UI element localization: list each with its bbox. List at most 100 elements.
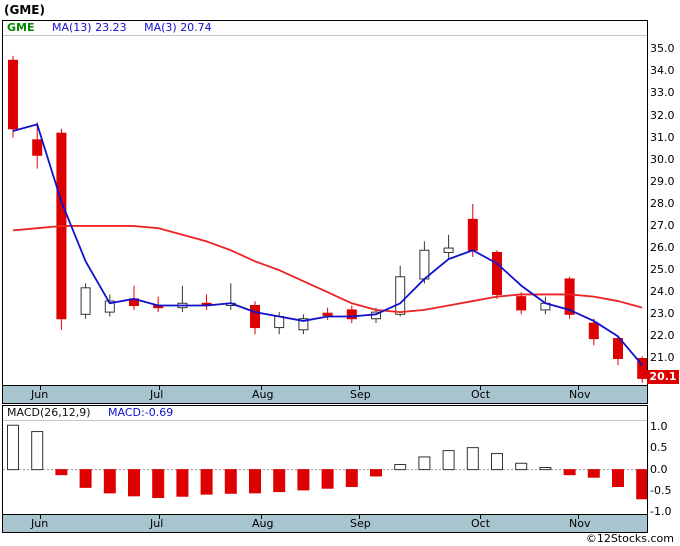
y-axis-tick: 24.0 [650,285,675,299]
month-label: Aug [252,388,274,401]
copyright: ©12Stocks.com [585,532,674,545]
macd-bar [200,469,213,495]
month-tick [480,515,481,519]
macd-bar [636,469,647,500]
candle [274,316,285,329]
macd-bar [176,469,189,497]
month-tick [578,515,579,519]
ma3-legend: MA(3) 20.74 [144,21,212,34]
macd-bar [273,469,286,493]
month-tick [359,386,360,390]
month-label: Jun [31,388,49,401]
y-axis-tick: -1.0 [650,504,672,518]
month-tick [261,386,262,390]
main-legend: GME MA(13) 23.23 MA(3) 20.74 [3,21,647,36]
macd-bar [370,469,382,477]
month-label: Aug [252,517,274,530]
month-tick [578,386,579,390]
month-label: Sep [350,517,371,530]
month-tick [261,515,262,519]
y-axis-tick: 34.0 [650,64,675,78]
macd-bar [224,469,237,494]
y-axis-tick: 31.0 [650,130,675,144]
month-tick [359,515,360,519]
candle [637,357,647,379]
macd-bar [466,447,479,471]
macd-bar [418,456,431,471]
candle [32,139,43,156]
macd-bar [7,424,19,471]
y-axis-tick: 30.0 [650,152,675,166]
macd-value-label: MACD:-0.69 [108,406,174,419]
ma3-line [12,123,643,366]
macd-bar [612,469,624,488]
macd-bar [345,469,358,488]
symbol-label: GME [7,21,35,34]
y-axis-tick: 0.0 [650,462,668,476]
month-axis-main: Jun Jul Aug Sep Oct Nov [3,385,647,403]
y-axis-tick: 28.0 [650,196,675,210]
macd-bar [442,450,455,471]
candle [250,304,260,329]
month-tick [159,515,160,519]
macd-bar [55,469,68,476]
macd-bar [321,469,334,489]
y-axis-tick: 22.0 [650,329,675,343]
candle [298,318,309,331]
month-tick [159,386,160,390]
y-axis-tick: 33.0 [650,86,675,100]
month-label: Oct [471,388,491,401]
month-label: Nov [569,388,591,401]
candle [419,249,430,280]
candle [322,312,333,316]
macd-bar [103,469,116,494]
month-label: Nov [569,517,591,530]
candle [443,247,454,253]
y-axis-tick: 1.0 [650,420,668,434]
month-label: Jul [150,517,164,530]
macd-bar [31,431,44,471]
candle [492,251,502,295]
y-axis-tick: 26.0 [650,241,675,255]
candle [80,287,91,315]
y-axis-tick: 25.0 [650,263,675,277]
y-axis-tick: 27.0 [650,218,675,232]
month-axis-macd: Jun Jul Aug Sep Oct Nov [3,514,647,532]
macd-label: MACD(26,12,9) [7,406,91,419]
macd-bar [152,469,165,499]
macd-plot [3,424,647,500]
candle [346,309,357,320]
macd-bar [539,467,552,471]
candle [564,278,575,315]
macd-bar [563,469,576,476]
ma13-legend: MA(13) 23.23 [52,21,127,34]
price-chart-panel: GME MA(13) 23.23 MA(3) 20.74 Jun Jul Aug Se… [2,20,648,404]
candle [588,322,599,340]
month-label: Jun [31,517,49,530]
macd-bar [515,462,528,471]
y-axis-tick: 0.5 [650,441,668,455]
last-price-badge: 20.1 [647,370,679,385]
macd-panel: MACD(26,12,9) MACD:-0.69 Jun Jul Aug Sep Oct… [2,405,648,533]
y-axis-tick: 29.0 [650,174,675,188]
month-label: Oct [471,517,491,530]
month-tick [40,515,41,519]
y-axis-tick: 23.0 [650,307,675,321]
macd-bar [297,469,310,491]
macd-bar [394,464,407,471]
month-tick [40,386,41,390]
macd-bar [128,469,140,497]
candlestick-plot [8,55,647,383]
macd-bar [587,469,600,478]
candle [104,300,115,313]
month-label: Sep [350,388,371,401]
macd-bar [491,453,503,471]
candle [613,338,623,359]
y-axis-tick: 32.0 [650,108,675,122]
month-tick [480,386,481,390]
macd-bar [79,469,92,488]
macd-legend: MACD(26,12,9) MACD:-0.69 [3,406,647,421]
month-label: Jul [150,388,164,401]
y-axis-tick: -0.5 [650,483,672,497]
